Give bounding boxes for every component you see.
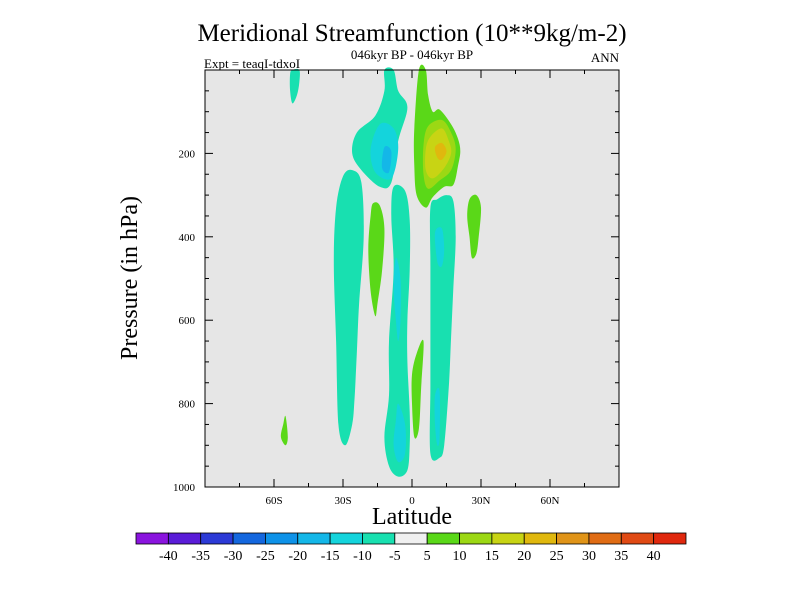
colorbar-label: 35	[614, 549, 628, 564]
colorbar-label: 25	[550, 549, 564, 564]
contour-region-neg15-4	[381, 146, 392, 174]
contour-region-neg10-8	[393, 257, 401, 342]
colorbar-label: 20	[517, 549, 531, 564]
contour-region-pos20-13	[434, 142, 447, 161]
x-tick-label: 30N	[472, 495, 491, 507]
chart-title: Meridional Streamfunction (10**9kg/m-2)	[197, 20, 626, 47]
colorbar-label: -10	[353, 549, 372, 564]
colorbar-label: 15	[485, 549, 499, 564]
colorbar-label: -15	[321, 549, 340, 564]
chart-subtitle-left: Expt = teaqI-tdxoI	[204, 56, 300, 71]
colorbar-label: 5	[424, 549, 431, 564]
x-tick-label: 60N	[541, 495, 560, 507]
y-axis-label: Pressure (in hPa)	[117, 196, 143, 360]
colorbar-swatch	[523, 532, 557, 545]
colorbar-swatch	[426, 532, 460, 545]
colorbar-label: 40	[647, 549, 661, 564]
y-tick-label: 1000	[173, 482, 196, 494]
contour-region-neg10-15	[434, 227, 445, 268]
colorbar: -40 -35 -30 -25 -20 -15 -10 -5 5 10 15 20 25 30 35 40	[135, 532, 687, 564]
contour-region-neg10-16	[434, 387, 441, 447]
colorbar-label: -5	[389, 549, 401, 564]
chart-subtitle-center: 046kyr BP - 046kyr BP	[351, 47, 473, 62]
contour-regions	[280, 64, 482, 477]
contour-region-neg5-5	[333, 169, 364, 446]
colorbar-swatch	[232, 532, 266, 545]
colorbar-label: 30	[582, 549, 596, 564]
plot-frame	[204, 69, 620, 488]
contour-region-pos5-6	[368, 202, 385, 317]
colorbar-label: -30	[224, 549, 243, 564]
colorbar-swatch	[362, 532, 396, 545]
y-tick-label: 600	[179, 315, 196, 327]
chart-subtitle-right: ANN	[591, 50, 620, 65]
x-axis-label: Latitude	[372, 504, 452, 530]
x-tick-label: 60S	[265, 495, 282, 507]
plot-background	[205, 70, 619, 487]
colorbar-swatch	[620, 532, 655, 545]
colorbar-label: 10	[453, 549, 467, 564]
colorbar-label: -35	[191, 549, 210, 564]
x-tick-label: 30S	[334, 495, 351, 507]
contour-region-pos5-1	[280, 415, 288, 446]
colorbar-swatch	[200, 532, 234, 545]
colorbar-swatch	[459, 532, 493, 545]
contour-region-pos5-18	[467, 194, 482, 259]
colorbar-swatch	[588, 532, 622, 545]
colorbar-swatch	[167, 532, 202, 545]
colorbar-swatch	[329, 532, 363, 545]
axis-ticks: 60S 30S 0 30N 60N 200 400 600 800 1000	[173, 70, 619, 507]
contour-region-pos5-17	[411, 339, 424, 439]
colorbar-swatch	[297, 532, 331, 545]
colorbar-swatch	[556, 532, 590, 545]
colorbar-swatch	[394, 532, 428, 545]
contour-region-neg5-0	[289, 68, 300, 104]
colorbar-swatch	[265, 532, 299, 545]
colorbar-label: -40	[159, 549, 178, 564]
y-tick-label: 800	[179, 399, 196, 411]
colorbar-label: -20	[288, 549, 307, 564]
x-tick-label: 0	[409, 495, 415, 507]
contour-region-neg10-9	[393, 403, 406, 463]
y-tick-label: 200	[179, 148, 196, 160]
colorbar-swatch	[491, 532, 525, 545]
colorbar-swatch	[135, 532, 169, 545]
y-tick-label: 400	[179, 232, 196, 244]
colorbar-label: -25	[256, 549, 275, 564]
colorbar-swatch	[653, 532, 687, 545]
